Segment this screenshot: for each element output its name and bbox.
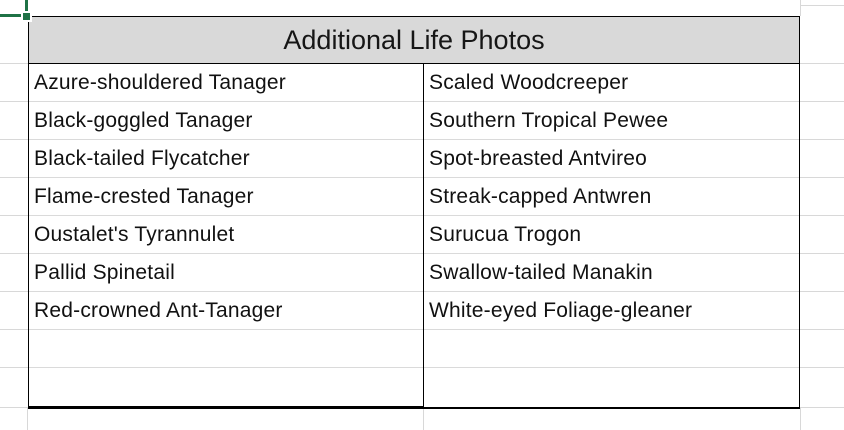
gridline — [800, 215, 844, 216]
cell-text: Flame-crested Tanager — [34, 184, 254, 208]
cell-text: Black-goggled Tanager — [34, 108, 253, 132]
gridline — [800, 408, 801, 430]
cell-text: Swallow-tailed Manakin — [429, 260, 653, 284]
cell-left-2[interactable]: Black-goggled Tanager — [29, 102, 423, 140]
cell-right-9-empty[interactable] — [424, 368, 799, 406]
cell-right-2[interactable]: Southern Tropical Pewee — [424, 102, 799, 140]
cell-right-3[interactable]: Spot-breasted Antvireo — [424, 140, 799, 178]
cell-text: Oustalet's Tyrannulet — [34, 222, 235, 246]
cell-text: Black-tailed Flycatcher — [34, 146, 250, 170]
gridline — [800, 329, 844, 330]
gridline — [0, 177, 28, 178]
cell-right-4[interactable]: Streak-capped Antwren — [424, 178, 799, 216]
gridline — [423, 409, 424, 430]
gridline — [27, 408, 28, 430]
gridline — [800, 177, 844, 178]
gridline — [0, 367, 28, 368]
gridline — [0, 407, 28, 408]
cell-text: Southern Tropical Pewee — [429, 108, 669, 132]
cell-right-6[interactable]: Swallow-tailed Manakin — [424, 254, 799, 292]
gridline — [0, 63, 28, 64]
cell-left-4[interactable]: Flame-crested Tanager — [29, 178, 423, 216]
cell-text: Spot-breasted Antvireo — [429, 146, 648, 170]
cell-left-3[interactable]: Black-tailed Flycatcher — [29, 140, 423, 178]
gridline — [800, 253, 844, 254]
table-column-right: Scaled Woodcreeper Southern Tropical Pew… — [423, 64, 800, 409]
gridline — [800, 291, 844, 292]
cell-text: Scaled Woodcreeper — [429, 70, 629, 94]
gridline — [800, 367, 844, 368]
cell-text: Red-crowned Ant-Tanager — [34, 298, 283, 322]
gridline — [800, 407, 844, 408]
cell-right-5[interactable]: Surucua Trogon — [424, 216, 799, 254]
cell-left-5[interactable]: Oustalet's Tyrannulet — [29, 216, 423, 254]
cell-left-7[interactable]: Red-crowned Ant-Tanager — [29, 292, 423, 330]
gridline — [800, 101, 844, 102]
table-column-left: Azure-shouldered Tanager Black-goggled T… — [28, 64, 423, 409]
cell-left-9-empty[interactable] — [29, 368, 423, 406]
cell-text: Pallid Spinetail — [34, 260, 175, 284]
gridline — [0, 329, 28, 330]
selection-fill-handle-icon[interactable] — [21, 11, 32, 22]
cell-text: Surucua Trogon — [429, 222, 582, 246]
table-title: Additional Life Photos — [283, 24, 545, 55]
gridline — [800, 0, 801, 16]
cell-left-8-empty[interactable] — [29, 330, 423, 368]
cell-right-8-empty[interactable] — [424, 330, 799, 368]
cell-left-1[interactable]: Azure-shouldered Tanager — [29, 64, 423, 102]
cell-right-7[interactable]: White-eyed Foliage-gleaner — [424, 292, 799, 330]
cell-text: Streak-capped Antwren — [429, 184, 652, 208]
gridline — [0, 253, 28, 254]
selection-border-right — [25, 0, 28, 13]
gridline — [800, 139, 844, 140]
cell-left-6[interactable]: Pallid Spinetail — [29, 254, 423, 292]
selection-border-bottom — [0, 14, 22, 17]
gridline — [0, 139, 28, 140]
gridline — [800, 63, 844, 64]
gridline — [0, 291, 28, 292]
gridline — [800, 5, 844, 6]
cell-text: Azure-shouldered Tanager — [34, 70, 286, 94]
gridline — [0, 215, 28, 216]
table-title-cell[interactable]: Additional Life Photos — [28, 16, 800, 64]
cell-right-1[interactable]: Scaled Woodcreeper — [424, 64, 799, 102]
gridline — [0, 101, 28, 102]
cell-text: White-eyed Foliage-gleaner — [429, 298, 693, 322]
